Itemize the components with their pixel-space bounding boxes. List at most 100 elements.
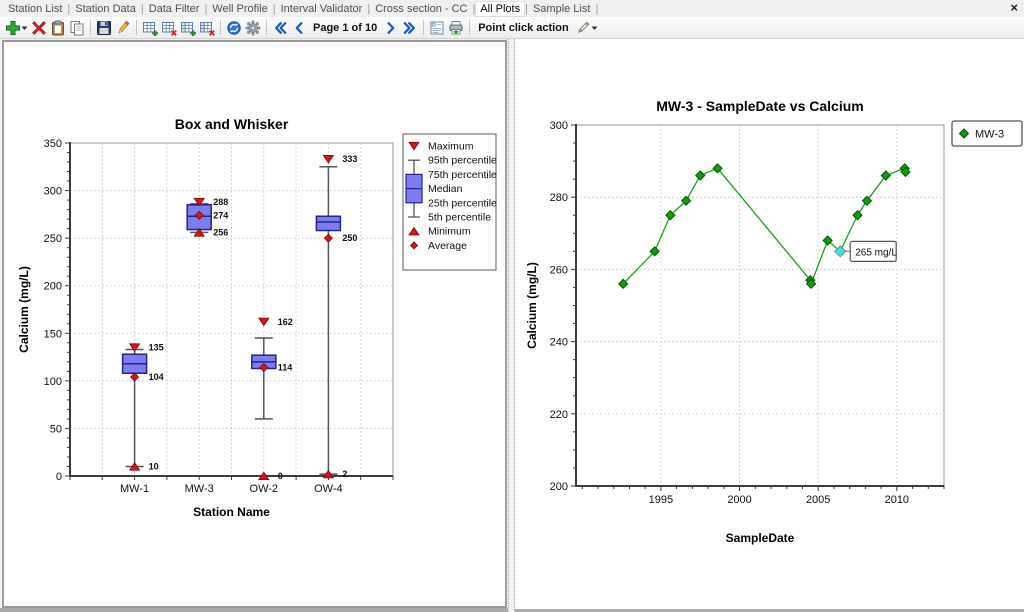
tab-station-list[interactable]: Station List <box>8 2 63 15</box>
delete-button[interactable] <box>30 19 48 37</box>
tab-station-data[interactable]: Station Data <box>75 2 136 15</box>
table-add-row-icon <box>142 20 158 36</box>
data-point[interactable] <box>805 278 817 290</box>
point-click-pen-icon <box>575 20 591 36</box>
svg-text:MW-3 - SampleDate vs Calcium: MW-3 - SampleDate vs Calcium <box>656 98 863 114</box>
page-indicator: Page 1 of 10 <box>313 21 378 34</box>
last-page-button[interactable] <box>401 19 419 37</box>
box-plot-OW-4[interactable]: 333 250 2 <box>315 154 357 479</box>
point-click-action-button[interactable] <box>574 19 600 37</box>
first-page-button[interactable] <box>271 19 289 37</box>
print-button[interactable] <box>447 19 465 37</box>
box-plot-MW-1[interactable]: 135 104 10 <box>121 343 164 472</box>
data-point[interactable] <box>852 210 863 221</box>
panel-splitter[interactable] <box>508 39 515 612</box>
data-point[interactable] <box>822 235 833 246</box>
add-icon <box>5 20 21 36</box>
svg-text:265 mg/L: 265 mg/L <box>855 247 897 258</box>
tab-separator: | <box>367 2 371 15</box>
data-point[interactable] <box>712 163 723 174</box>
prev-page-button[interactable] <box>290 19 308 37</box>
svg-text:2: 2 <box>342 469 347 479</box>
legend: MW-3 <box>951 120 1023 147</box>
tab-separator: | <box>204 2 208 15</box>
box-plot-OW-2[interactable]: 162 114 0 <box>251 317 293 481</box>
paste-icon <box>50 20 66 36</box>
data-point[interactable] <box>861 195 873 207</box>
svg-text:300: 300 <box>44 186 62 198</box>
next-page-button[interactable] <box>382 19 400 37</box>
table-delete-column-icon <box>199 20 215 36</box>
svg-text:5th percentile: 5th percentile <box>428 212 491 224</box>
line-chart-panel: 200 220 240 260 280 300 1995 2000 2005 2010 265 mg… <box>515 39 1024 609</box>
insert-column-button[interactable] <box>179 19 197 37</box>
svg-text:0: 0 <box>278 471 283 481</box>
edit-button[interactable] <box>114 19 132 37</box>
insert-row-button[interactable] <box>141 19 159 37</box>
copy-button[interactable] <box>68 19 86 37</box>
last-page-icon <box>402 20 418 36</box>
tab-cross-section-cc[interactable]: Cross section - CC <box>375 2 468 15</box>
paste-button[interactable] <box>49 19 67 37</box>
svg-text:MW-1: MW-1 <box>120 483 149 495</box>
svg-text:Box and Whisker: Box and Whisker <box>175 116 289 132</box>
table-delete-row-icon <box>161 20 177 36</box>
chart-titles: MW-3 - SampleDate vs Calcium SampleDate Ca… <box>525 98 864 545</box>
first-page-icon <box>272 20 288 36</box>
svg-text:162: 162 <box>278 317 293 327</box>
data-point[interactable] <box>695 170 706 181</box>
toolbar-separator <box>266 20 267 35</box>
tab-data-filter[interactable]: Data Filter <box>148 2 200 15</box>
desk-background <box>0 608 508 612</box>
add-button[interactable] <box>3 19 29 37</box>
data-point[interactable] <box>880 170 892 181</box>
box-whisker-panel: 0 50 100 150 200 250 300 350 MW-1 MW-3 OW-2 OW-4 135… <box>2 40 507 608</box>
data-point[interactable] <box>649 246 660 257</box>
report-button[interactable] <box>428 19 446 37</box>
selected-data-point[interactable] <box>833 245 847 258</box>
delete-icon <box>31 20 47 36</box>
series-MW-3[interactable] <box>617 163 911 290</box>
tab-well-profile[interactable]: Well Profile <box>212 2 268 15</box>
svg-text:Median: Median <box>428 183 463 195</box>
delete-column-button[interactable] <box>198 19 216 37</box>
point-click-action-label: Point click action <box>478 21 569 34</box>
svg-text:Minimum: Minimum <box>428 226 471 238</box>
close-icon[interactable]: × <box>1010 0 1018 15</box>
svg-text:25th percentile: 25th percentile <box>428 197 497 209</box>
data-point[interactable] <box>617 278 629 290</box>
box-plot-MW-3[interactable]: 288 274 256 <box>186 197 228 237</box>
svg-text:OW-2: OW-2 <box>250 483 279 495</box>
svg-text:Station Name: Station Name <box>193 505 270 519</box>
delete-row-button[interactable] <box>160 19 178 37</box>
data-point[interactable] <box>900 166 911 178</box>
refresh-icon <box>226 20 242 36</box>
data-point[interactable] <box>680 195 692 207</box>
tab-interval-validator[interactable]: Interval Validator <box>280 2 363 15</box>
svg-text:114: 114 <box>278 363 293 373</box>
tab-sample-list[interactable]: Sample List <box>532 2 591 15</box>
tab-all-plots[interactable]: All Plots <box>476 1 525 16</box>
svg-text:Calcium (mg/L): Calcium (mg/L) <box>17 266 31 353</box>
tab-separator: | <box>525 2 528 15</box>
data-point[interactable] <box>665 210 676 221</box>
toolbar-separator <box>136 20 137 35</box>
svg-text:2005: 2005 <box>806 494 830 506</box>
svg-text:256: 256 <box>213 227 228 237</box>
line-chart[interactable]: 200 220 240 260 280 300 1995 2000 2005 2010 265 mg… <box>515 39 1024 609</box>
save-button[interactable] <box>95 19 113 37</box>
tab-separator: | <box>272 2 276 15</box>
svg-text:220: 220 <box>550 409 568 421</box>
svg-text:SampleDate: SampleDate <box>726 531 795 545</box>
svg-text:135: 135 <box>149 343 164 353</box>
gridlines <box>70 142 394 476</box>
settings-button[interactable] <box>244 19 262 37</box>
svg-text:333: 333 <box>342 154 357 164</box>
caret-down-icon <box>591 20 598 36</box>
svg-text:OW-4: OW-4 <box>314 483 343 495</box>
svg-text:300: 300 <box>550 120 568 132</box>
svg-text:274: 274 <box>213 210 228 220</box>
svg-text:2000: 2000 <box>727 494 751 506</box>
refresh-button[interactable] <box>225 19 243 37</box>
